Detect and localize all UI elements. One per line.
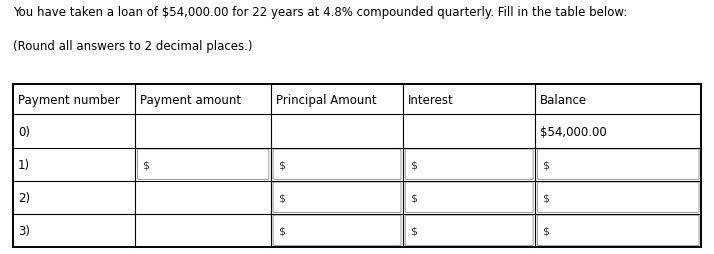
Text: $: $ [543, 226, 549, 235]
Text: You have taken a loan of $54,000.00 for 22 years at 4.8% compounded quarterly. F: You have taken a loan of $54,000.00 for … [13, 6, 627, 19]
Text: $: $ [143, 160, 149, 169]
Text: Balance: Balance [540, 93, 588, 106]
Text: Interest: Interest [408, 93, 454, 106]
Text: $: $ [411, 160, 417, 169]
Text: 0): 0) [18, 125, 30, 138]
Text: $: $ [411, 226, 417, 235]
Text: 2): 2) [18, 191, 30, 204]
Text: Principal Amount: Principal Amount [276, 93, 376, 106]
Text: $54,000.00: $54,000.00 [540, 125, 607, 138]
Text: 3): 3) [18, 224, 30, 237]
Text: (Round all answers to 2 decimal places.): (Round all answers to 2 decimal places.) [13, 39, 252, 52]
Text: $: $ [278, 193, 285, 202]
Text: $: $ [543, 193, 549, 202]
Text: Payment number: Payment number [18, 93, 120, 106]
Text: Payment amount: Payment amount [141, 93, 241, 106]
Text: $: $ [278, 160, 285, 169]
Text: $: $ [278, 226, 285, 235]
Text: $: $ [543, 160, 549, 169]
Text: $: $ [411, 193, 417, 202]
Text: 1): 1) [18, 158, 30, 171]
